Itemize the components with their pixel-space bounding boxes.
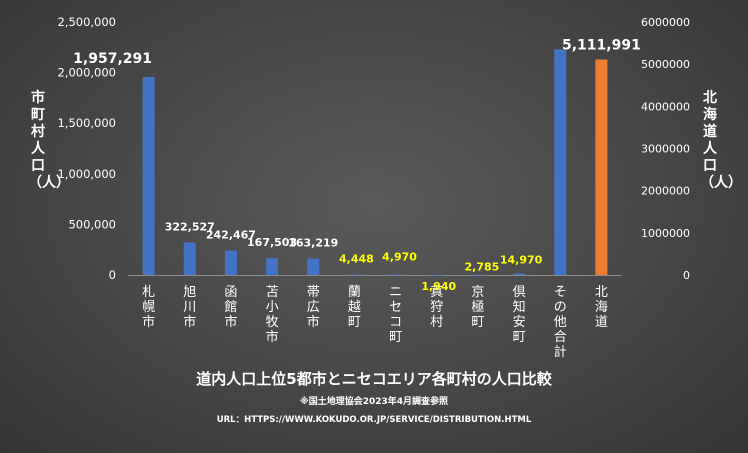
x-axis-tick-label: 帯広市 xyxy=(307,285,320,330)
bar-municipality xyxy=(183,242,196,275)
y-axis-right-tick-label: 4000000 xyxy=(641,100,690,113)
bar-hokkaido xyxy=(595,59,608,275)
x-axis-tick-label: 札幌市 xyxy=(142,285,155,330)
x-axis-tick-label: 函館市 xyxy=(224,285,237,330)
bar-municipality xyxy=(389,274,402,276)
bar-municipality xyxy=(554,49,567,276)
data-label: 1,957,291 xyxy=(73,51,152,67)
data-label: 4,970 xyxy=(382,250,417,263)
x-axis-tick-label: 真狩村 xyxy=(430,285,443,330)
data-label: 167,503 xyxy=(247,236,297,249)
y-axis-left-title: 市町村人口（人） xyxy=(28,90,70,191)
x-axis-tick-label: 倶知安町 xyxy=(513,285,526,345)
data-label: 4,448 xyxy=(339,253,374,266)
y-axis-right-tick-label: 2000000 xyxy=(641,185,690,198)
x-axis-tick-label: 旭川市 xyxy=(183,285,196,330)
bar-municipality xyxy=(471,274,484,276)
y-axis-left-tick-label: 1,500,000 xyxy=(57,116,116,130)
y-axis-left-tick-label: 2,000,000 xyxy=(57,66,116,80)
bar-municipality xyxy=(266,258,279,275)
y-axis-right-tick-label: 1000000 xyxy=(641,227,690,240)
y-axis-left-tick-label: 0 xyxy=(109,268,116,282)
x-axis-tick-label: 蘭越町 xyxy=(348,284,361,330)
x-axis-tick-label: その他合計 xyxy=(554,285,567,360)
x-axis-tick-label: 苫小牧市 xyxy=(266,284,279,345)
data-label: 242,467 xyxy=(206,228,256,241)
y-axis-right-tick-label: 5000000 xyxy=(641,58,690,71)
bar-municipality xyxy=(430,274,443,276)
chart-subtitle: ※国土地理協会2023年4月調査参照 xyxy=(299,397,449,407)
y-axis-left-tick-label: 500,000 xyxy=(68,217,116,231)
x-axis-tick-label: ニセコ町 xyxy=(389,285,402,345)
bar-municipality xyxy=(307,258,320,275)
y-axis-left-tick-label: 1,000,000 xyxy=(57,167,116,181)
bar-municipality xyxy=(513,273,526,275)
y-axis-left-tick-label: 2,500,000 xyxy=(57,15,116,29)
x-axis-tick-label: 北海道 xyxy=(595,285,608,330)
data-label: 5,111,991 xyxy=(562,37,641,53)
y-axis-right-tick-label: 6000000 xyxy=(641,16,690,29)
y-axis-right-tick-label: 0 xyxy=(683,269,690,282)
x-axis-tick-label: 京極町 xyxy=(471,285,484,330)
data-label: 322,527 xyxy=(165,220,215,233)
data-label: 14,970 xyxy=(500,253,543,266)
data-label: 163,219 xyxy=(288,236,338,249)
bar-municipality xyxy=(348,274,361,276)
bar-municipality xyxy=(142,76,155,275)
chart-title: 道内人口上位5都市とニセコエリア各町村の人口比較 xyxy=(196,370,552,388)
data-label: 2,785 xyxy=(465,261,500,274)
chart-source: URL：HTTPS://WWW.KOKUDO.OR.JP/SERVICE/DIS… xyxy=(216,415,532,425)
data-label: 1,940 xyxy=(421,280,456,293)
bar-municipality xyxy=(224,250,237,275)
y-axis-right-title: 北海道人口（人） xyxy=(700,90,742,191)
y-axis-right-tick-label: 3000000 xyxy=(641,143,690,156)
